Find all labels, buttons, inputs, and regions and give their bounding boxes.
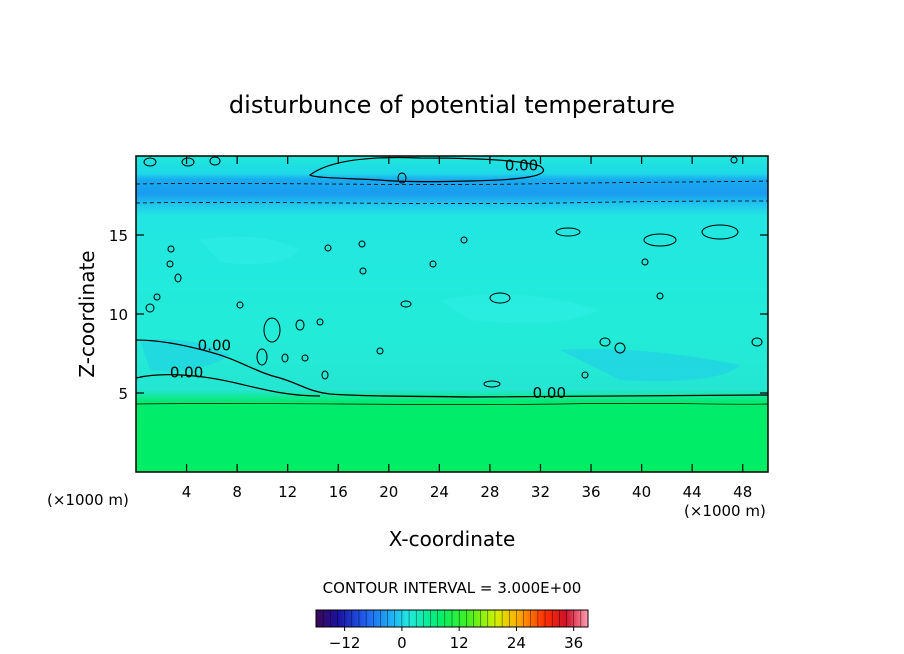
contour-island [321,370,329,380]
contour-island [701,224,739,240]
x-tick-label: 16 [329,483,348,501]
contour-island [324,244,332,252]
x-axis: 4 8 12 16 20 24 28 32 36 40 44 48 [182,156,752,501]
x-tick-label: 4 [182,483,192,501]
x-tick-label: 24 [430,483,449,501]
contour-island [236,301,244,309]
contour-dashed-line [136,180,768,185]
contour-island [581,371,589,379]
heatmap-background [136,156,768,472]
contour-island [166,260,174,268]
contour-island [730,156,738,164]
contour-line [136,374,321,397]
contour-island [599,337,611,347]
x-tick-label: 48 [733,483,752,501]
heatmap-light-patch [440,294,600,324]
contour-island [429,260,437,268]
x-tick-label: 28 [480,483,499,501]
contour-island [656,292,664,300]
contour-label: 0.00 [533,384,566,402]
y-tick-label: 5 [118,385,128,403]
y-tick-label: 15 [109,227,128,245]
contour-island [359,267,367,275]
heatmap-field [136,156,768,472]
x-tick-label: 40 [632,483,651,501]
contour-island [751,337,763,347]
contour-island [641,258,649,266]
contour-island [145,303,155,313]
colorbar-divisions [315,610,589,627]
chart-title: disturbunce of potential temperature [229,91,675,119]
x-unit-right: (×1000 m) [684,502,766,520]
heatmap-light-patch [200,236,300,265]
contour-island [555,227,581,237]
contour-label: 0.00 [505,156,538,174]
contour-island [256,348,268,366]
contour-island [281,353,289,363]
colorbar-tick-label: −12 [329,634,361,652]
contour-label: 0.00 [198,337,231,355]
colorbar-tick-label: 12 [450,634,469,652]
contour-island [263,317,281,343]
contour-island [400,300,412,308]
contour-island [143,157,157,167]
x-tick-label: 12 [278,483,297,501]
contour-dashed-line [136,200,768,204]
contour-island [316,318,324,326]
x-tick-label: 20 [379,483,398,501]
x-tick-label: 44 [683,483,702,501]
x-unit-left: (×1000 m) [47,491,129,509]
contour-island [301,354,309,362]
contour-island [643,233,677,247]
contour-line [136,402,768,405]
x-tick-label: 32 [531,483,550,501]
contour-islands [143,156,763,388]
contour-island [483,380,501,388]
contour-island [295,319,305,331]
y-tick-label: 10 [109,306,128,324]
contour-island [167,245,175,253]
y-axis-label: Z-coordinate [75,250,99,377]
contour-island [174,273,182,283]
contour-island [209,156,221,166]
contour-island [153,293,161,301]
contour-island [614,342,626,354]
colorbar-tick-label: 36 [564,634,583,652]
contour-island [376,347,384,355]
colorbar-tick-label: 0 [397,634,407,652]
colorbar-tick-label: 24 [507,634,526,652]
contour-island [181,157,195,167]
x-tick-label: 36 [581,483,600,501]
contour-island [489,292,511,304]
heatmap-blue-patch [140,339,230,371]
contour-labels: 0.00 0.00 0.00 0.00 [170,156,566,402]
colorbar-ticks: −12 0 12 24 36 [329,627,583,652]
contour-island [358,240,366,248]
x-axis-label: X-coordinate [389,527,516,551]
heatmap-blue-patch [560,349,740,381]
contour-interval-text: CONTOUR INTERVAL = 3.000E+00 [323,579,582,597]
contour-label: 0.00 [170,363,203,381]
contour-line [308,156,545,183]
y-axis: 5 10 15 [109,227,768,403]
contour-island [397,172,407,184]
x-tick-label: 8 [232,483,242,501]
contour-island [460,236,468,244]
contour-line [136,339,768,398]
